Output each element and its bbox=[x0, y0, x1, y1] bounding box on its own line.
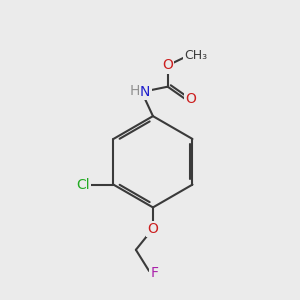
Text: N: N bbox=[140, 85, 151, 99]
Text: F: F bbox=[150, 266, 158, 280]
Text: O: O bbox=[162, 58, 173, 73]
Text: O: O bbox=[148, 222, 158, 236]
Text: H: H bbox=[129, 84, 140, 98]
Text: O: O bbox=[185, 92, 196, 106]
Text: CH₃: CH₃ bbox=[184, 49, 207, 62]
Text: Cl: Cl bbox=[76, 178, 90, 192]
